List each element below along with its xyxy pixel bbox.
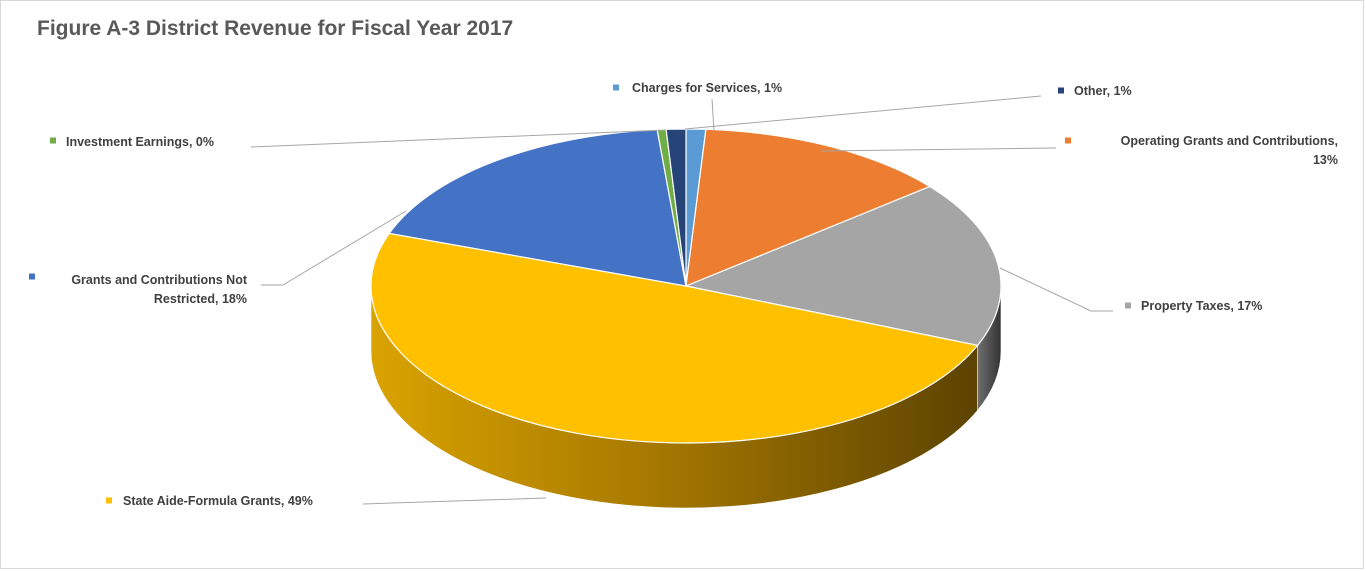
- leader-line: [362, 497, 547, 505]
- label-marker: [1058, 87, 1064, 94]
- label-marker: [50, 137, 56, 144]
- pie-slice: [683, 185, 1002, 347]
- data-label: 13%: [1313, 153, 1338, 167]
- leader-line: [684, 95, 1042, 130]
- data-label: State Aide-Formula Grants, 49%: [123, 494, 313, 508]
- data-label: Other, 1%: [1074, 84, 1132, 98]
- data-label: Property Taxes, 17%: [1141, 299, 1262, 313]
- label-marker: [29, 273, 35, 280]
- pie-slice: [685, 128, 932, 287]
- label-marker: [1065, 137, 1071, 144]
- label-marker: [106, 497, 112, 504]
- leader-line: [999, 267, 1113, 312]
- data-label: Grants and Contributions Not: [71, 273, 248, 287]
- chart-title: Figure A-3 District Revenue for Fiscal Y…: [37, 17, 514, 40]
- pie-slice: [388, 129, 687, 287]
- label-marker: [613, 84, 619, 91]
- data-label: Operating Grants and Contributions,: [1121, 134, 1338, 148]
- leader-line: [250, 129, 667, 148]
- data-label: Restricted, 18%: [154, 292, 247, 306]
- leader-line: [261, 210, 407, 286]
- label-marker: [1125, 302, 1131, 309]
- pie-slice: [370, 232, 979, 444]
- leader-line: [711, 98, 715, 132]
- data-label: Charges for Services, 1%: [632, 81, 782, 95]
- leader-line: [820, 147, 1057, 152]
- data-label: Investment Earnings, 0%: [66, 135, 214, 149]
